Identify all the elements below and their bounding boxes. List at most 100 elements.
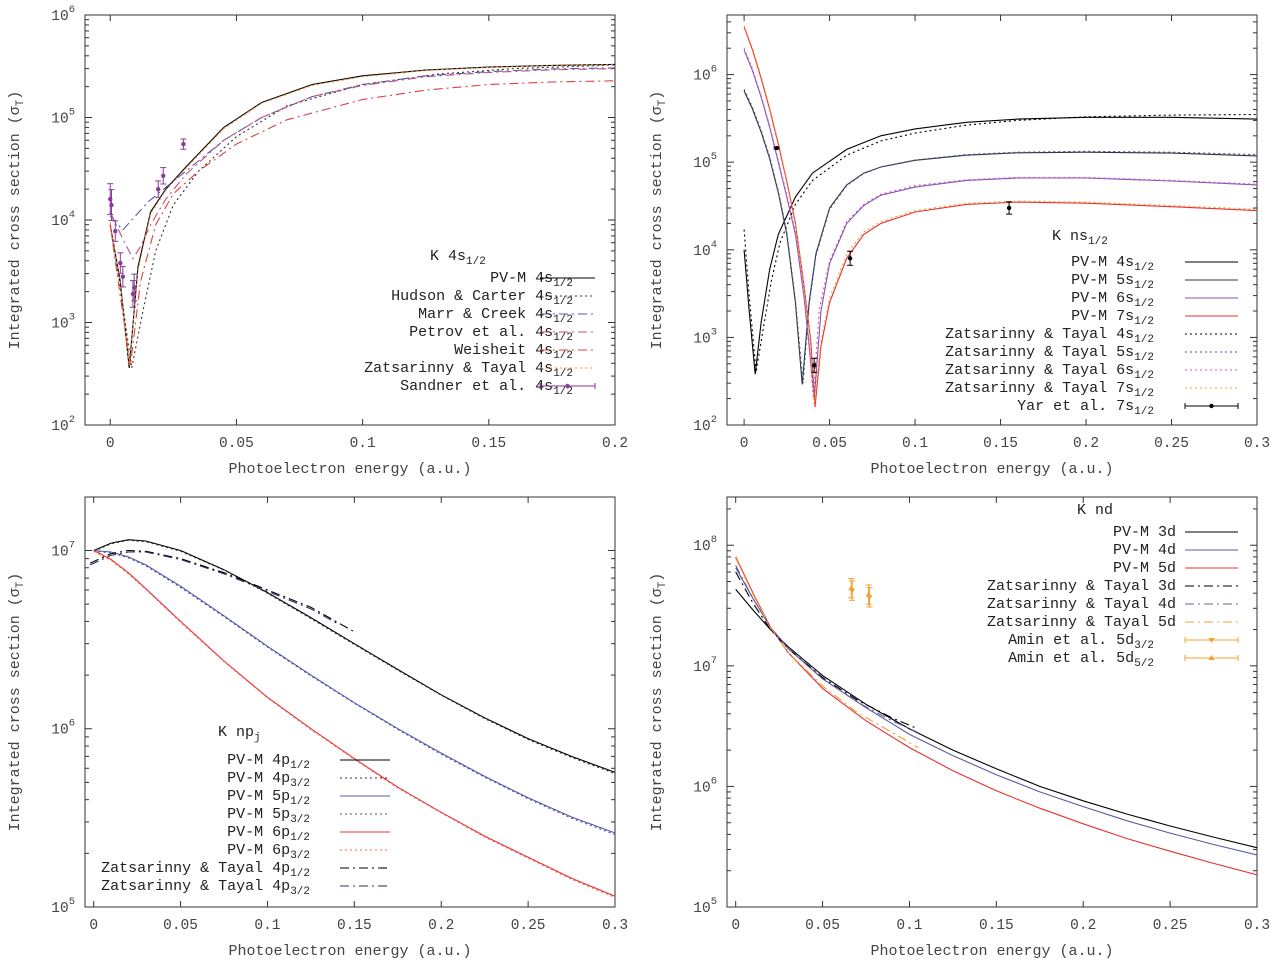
y-tick-label: 105 [693,151,717,172]
series-line [743,116,1257,375]
x-tick-label: 0.3 [1244,918,1270,934]
legend-entry: Marr & Creek 4s1/2 [418,306,573,326]
data-point [1006,205,1012,211]
series-line [109,64,615,366]
x-tick-label: 0.1 [350,436,376,452]
y-tick-label: 105 [51,896,75,917]
series-line [93,549,615,834]
legend-entry: PV-M 5p1/2 [227,788,310,808]
y-tick-label: 102 [51,414,75,435]
y-tick-label: 107 [693,655,717,676]
y-axis-label: Integrated cross section (σT) [7,91,27,350]
x-axis-label: Photoelectron energy (a.u.) [228,943,471,960]
plot-frame [726,496,1258,908]
data-point [866,595,873,601]
legend-entry: Amin et al. 5d3/2 [1008,632,1154,652]
x-tick-label: 0.2 [1070,918,1096,934]
legend-entry: Zatsarinny & Tayal 4s1/2 [364,360,573,380]
x-tick-label: 0.25 [1153,918,1188,934]
series-line [89,551,338,624]
x-tick-label: 0.15 [337,918,372,934]
y-tick-label: 107 [51,539,75,560]
x-tick-label: 0.15 [983,436,1018,452]
x-tick-label: 0.15 [979,918,1014,934]
series-line [93,550,615,836]
x-tick-label: 0.3 [1244,436,1270,452]
legend-entry: PV-M 6p1/2 [227,824,310,844]
x-tick-label: 0.1 [896,918,922,934]
series-line [109,67,615,231]
series-line [735,557,919,749]
legend-entry: Zatsarinny & Tayal 3d [987,578,1176,595]
data-point [118,260,123,266]
x-tick-label: 0.2 [428,918,454,934]
data-point [774,145,779,151]
legend-entry: Hudson & Carter 4s1/2 [391,288,573,308]
y-tick-label: 103 [51,312,75,333]
x-tick-label: 0.05 [219,436,254,452]
legend-title: K ns1/2 [1052,228,1108,248]
x-tick-label: 0.25 [511,918,546,934]
y-tick-label: 106 [51,718,75,739]
y-tick-label: 106 [693,775,717,796]
legend-title: K npj [218,724,261,744]
x-tick-label: 0.25 [1154,436,1189,452]
plot-area [89,539,615,899]
legend-entry: PV-M 4p3/2 [227,770,310,790]
data-point [120,274,126,279]
data-point [811,363,817,368]
series-line [89,549,355,633]
legend-entry: PV-M 5d [1113,560,1176,577]
x-tick-label: 0.1 [254,918,280,934]
y-tick-label: 104 [51,209,75,230]
legend-entry: Zatsarinny & Tayal 5s1/2 [945,344,1154,364]
x-tick-label: 0 [740,436,749,452]
legend-entry: Zatsarinny & Tayal 4p1/2 [101,860,310,880]
data-point [848,585,855,591]
legend-entry: Petrov et al. 4s1/2 [409,324,573,344]
series-line [93,550,615,899]
legend-entry: Weisheit 4s1/2 [454,342,573,362]
y-tick-label: 106 [693,64,717,85]
chart-panel-4: 0 0.05 0.1 0.15 0.2 0.25 0.3 105 106 107 108 Photoe… [649,496,1270,960]
legend-entry: PV-M 3d [1113,524,1176,541]
y-axis-label: Integrated cross section (σT) [649,91,669,350]
x-tick-label: 0.3 [602,918,628,934]
legend-entry: PV-M 4d [1113,542,1176,559]
legend-title: K 4s1/2 [430,248,486,268]
legend-entry: Yar et al. 7s1/2 [1017,398,1154,418]
legend-entry: PV-M 6s1/2 [1071,290,1154,310]
data-point [181,141,186,147]
x-tick-label: 0.15 [471,436,506,452]
data-point [865,591,872,597]
x-tick-label: 0 [106,436,115,452]
x-tick-label: 0.2 [602,436,628,452]
series-line [109,68,615,260]
legend-entry: Zatsarinny & Tayal 6s1/2 [945,362,1154,382]
legend-entry: Sandner et al. 4s1/2 [400,378,573,398]
series-line [109,80,615,366]
y-axis-label: Integrated cross section (σT) [649,573,669,832]
x-tick-label: 0 [731,918,740,934]
y-tick-label: 105 [693,896,717,917]
x-tick-label: 0.2 [1073,436,1099,452]
plot-area [735,556,1257,876]
y-tick-label: 105 [51,107,75,128]
legend-marker [1208,638,1215,643]
legend-entry: PV-M 5p3/2 [227,806,310,826]
data-point [161,173,166,178]
data-point [113,228,118,234]
series-line [93,539,615,773]
x-axis-label: Photoelectron energy (a.u.) [870,461,1113,478]
legend-entry: Zatsarinny & Tayal 4s1/2 [945,326,1154,346]
data-point [847,256,853,261]
legend-entry: PV-M 4s1/2 [1071,254,1154,274]
legend-entry: Zatsarinny & Tayal 4p3/2 [101,878,310,898]
legend-entry: Zatsarinny & Tayal 5d [987,614,1176,631]
plot-area [743,25,1257,408]
series-line [735,556,1257,876]
plot-area [107,63,615,369]
x-tick-label: 0.05 [805,918,840,934]
